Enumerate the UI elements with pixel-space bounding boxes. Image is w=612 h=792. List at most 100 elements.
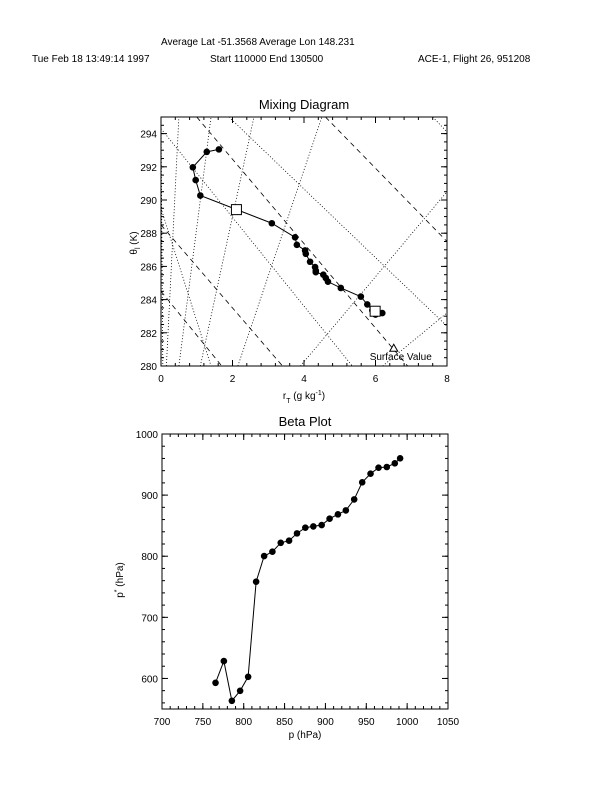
dotted-reference-line bbox=[300, 191, 447, 366]
x-tick-label: 750 bbox=[195, 717, 212, 728]
data-point bbox=[310, 523, 317, 530]
x-tick-label: 1000 bbox=[396, 717, 419, 728]
y-tick-label: 290 bbox=[140, 196, 157, 207]
data-point bbox=[350, 496, 358, 503]
y-tick-label: 294 bbox=[140, 130, 157, 141]
y-axis-label-part: θ bbox=[129, 249, 140, 255]
data-point bbox=[291, 234, 299, 241]
y-tick-label: 700 bbox=[141, 613, 158, 624]
y-tick-label: 800 bbox=[141, 552, 158, 563]
mean-square-marker bbox=[230, 204, 242, 216]
data-point bbox=[260, 552, 268, 560]
profile-line bbox=[192, 148, 383, 316]
data-point bbox=[197, 192, 204, 199]
date-stamp: Tue Feb 18 13:49:14 1997 bbox=[32, 54, 150, 65]
y-axis-label-part: (hPa) bbox=[115, 562, 126, 589]
data-point bbox=[363, 301, 371, 308]
data-point bbox=[192, 176, 199, 184]
data-point bbox=[378, 309, 386, 317]
mean-square-marker bbox=[369, 305, 381, 317]
data-point bbox=[285, 537, 293, 544]
data-point bbox=[269, 548, 276, 555]
x-tick-label: 900 bbox=[317, 717, 334, 728]
x-tick-label: 0 bbox=[158, 374, 164, 385]
y-tick-label: 284 bbox=[140, 296, 157, 307]
data-point bbox=[236, 687, 244, 695]
data-point bbox=[383, 463, 391, 471]
dashed-reference-line bbox=[161, 224, 283, 366]
data-point bbox=[396, 455, 404, 462]
data-point bbox=[326, 515, 333, 522]
x-tick-label: 700 bbox=[154, 717, 171, 728]
dotted-reference-line bbox=[161, 128, 353, 366]
data-point bbox=[277, 539, 285, 547]
x-tick-label: 1050 bbox=[437, 717, 460, 728]
data-point bbox=[337, 284, 345, 292]
data-point bbox=[293, 530, 301, 537]
y-tick-label: 900 bbox=[141, 491, 158, 502]
beta-line bbox=[215, 457, 401, 702]
y-axis-label-part: l bbox=[135, 247, 142, 249]
y-tick-label: 292 bbox=[140, 163, 157, 174]
y-tick-label: 288 bbox=[140, 229, 157, 240]
y-tick-label: 600 bbox=[141, 674, 158, 685]
data-point bbox=[244, 673, 252, 681]
dashed-reference-line bbox=[196, 117, 408, 366]
data-point bbox=[212, 679, 219, 687]
y-tick-label: 286 bbox=[140, 262, 157, 273]
y-tick-label: 280 bbox=[140, 362, 157, 373]
data-point bbox=[220, 657, 228, 665]
x-tick-label: 800 bbox=[235, 717, 252, 728]
dashed-reference-line bbox=[161, 291, 223, 366]
chart-title: Beta Plot bbox=[279, 414, 332, 429]
data-point bbox=[302, 524, 309, 531]
data-point bbox=[203, 148, 211, 156]
dotted-reference-line bbox=[165, 117, 180, 366]
dotted-reference-line bbox=[432, 117, 447, 133]
plot-frame bbox=[161, 433, 449, 710]
dashed-reference-line bbox=[325, 117, 447, 242]
surface-value-label: Surface Value bbox=[370, 352, 433, 363]
dotted-reference-line bbox=[237, 117, 323, 366]
time-range: Start 110000 End 130500 bbox=[210, 54, 324, 65]
dotted-reference-line bbox=[199, 117, 255, 366]
data-point bbox=[293, 241, 301, 249]
data-point bbox=[318, 521, 325, 529]
x-tick-label: 4 bbox=[301, 374, 307, 385]
y-axis-label-part: * bbox=[114, 589, 121, 592]
data-point bbox=[334, 511, 342, 518]
y-axis-label-part: (K) bbox=[129, 231, 140, 247]
data-point bbox=[215, 146, 223, 153]
flight-label: ACE-1, Flight 26, 951208 bbox=[418, 54, 531, 65]
dotted-reference-line bbox=[161, 208, 212, 366]
data-point bbox=[302, 250, 310, 258]
y-tick-label: 282 bbox=[140, 329, 157, 340]
data-point bbox=[312, 268, 320, 276]
y-axis-label-part: p bbox=[115, 592, 126, 598]
x-axis-label: p (hPa) bbox=[289, 730, 322, 741]
x-axis-label-part: ) bbox=[322, 391, 325, 402]
x-tick-label: 2 bbox=[230, 374, 236, 385]
x-axis-label-part: r bbox=[283, 391, 287, 402]
x-axis-label-part: T bbox=[286, 398, 291, 405]
chart-title: Mixing Diagram bbox=[259, 97, 349, 112]
x-axis-label-part: -1 bbox=[316, 390, 322, 397]
y-axis-label: p* (hPa) bbox=[114, 562, 126, 598]
data-point bbox=[324, 278, 332, 285]
data-point bbox=[367, 470, 374, 478]
dotted-reference-line bbox=[382, 312, 447, 366]
x-tick-label: 950 bbox=[358, 717, 375, 728]
y-axis-label: θl (K) bbox=[129, 231, 142, 254]
data-point bbox=[189, 163, 197, 171]
x-tick-label: 6 bbox=[373, 374, 379, 385]
data-point bbox=[228, 697, 236, 705]
x-tick-label: 8 bbox=[444, 374, 450, 385]
data-point bbox=[375, 464, 382, 471]
data-point bbox=[252, 578, 260, 586]
data-point bbox=[268, 219, 276, 227]
data-point bbox=[342, 507, 350, 514]
x-tick-label: 850 bbox=[276, 717, 293, 728]
data-point bbox=[391, 460, 399, 467]
